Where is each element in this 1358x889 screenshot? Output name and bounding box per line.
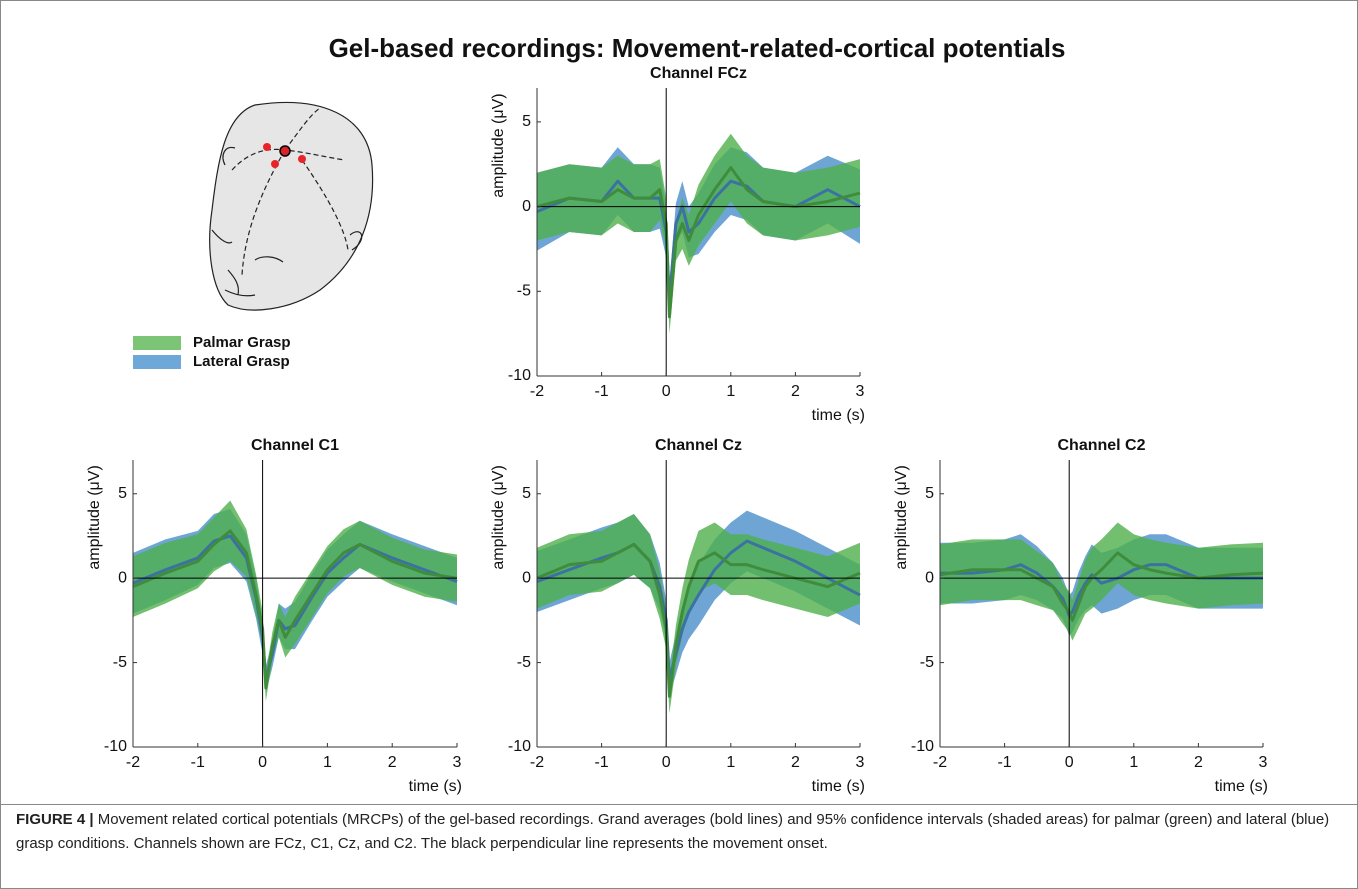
legend-label: Lateral Grasp — [193, 353, 290, 370]
y-axis-label: amplitude (μV) — [490, 465, 507, 569]
x-tick-label: 2 — [388, 754, 397, 771]
legend-swatch — [133, 355, 181, 369]
x-tick-label: 1 — [1129, 754, 1138, 771]
x-tick-label: -1 — [191, 754, 205, 771]
figure-title: Gel-based recordings: Movement-related-c… — [329, 33, 1066, 63]
confidence-band — [537, 514, 860, 714]
x-tick-label: 2 — [791, 754, 800, 771]
mean-line — [940, 563, 1263, 617]
y-tick-label: 0 — [925, 569, 934, 586]
x-axis-label: time (s) — [1215, 778, 1268, 795]
x-tick-label: 1 — [726, 754, 735, 771]
x-tick-label: -2 — [126, 754, 140, 771]
x-tick-label: -2 — [530, 383, 544, 400]
caption: FIGURE 4 | Movement related cortical pot… — [16, 808, 1344, 856]
x-tick-label: 0 — [258, 754, 267, 771]
x-tick-label: 2 — [791, 383, 800, 400]
x-tick-label: 3 — [856, 754, 865, 771]
legend-label: Palmar Grasp — [193, 334, 291, 351]
x-tick-label: 1 — [323, 754, 332, 771]
y-tick-label: 5 — [522, 485, 531, 502]
legend-swatch — [133, 336, 181, 350]
y-tick-label: 5 — [522, 113, 531, 130]
caption-label: FIGURE 4 | — [16, 811, 94, 828]
x-tick-label: 3 — [1259, 754, 1268, 771]
chart-title: Channel C1 — [251, 437, 339, 454]
x-axis-label: time (s) — [409, 778, 462, 795]
x-tick-label: 3 — [856, 383, 865, 400]
y-tick-label: -10 — [911, 738, 934, 755]
y-tick-label: 0 — [522, 198, 531, 215]
mean-line — [132, 529, 458, 690]
x-tick-label: 0 — [662, 754, 671, 771]
y-tick-label: -10 — [104, 738, 127, 755]
mean-line — [536, 166, 861, 319]
x-tick-label: 3 — [453, 754, 462, 771]
x-tick-label: -2 — [933, 754, 947, 771]
chart-title: Channel FCz — [650, 65, 747, 82]
confidence-band — [133, 500, 457, 702]
x-tick-label: 1 — [726, 383, 735, 400]
chart-title: Channel Cz — [655, 437, 742, 454]
y-tick-label: -5 — [920, 654, 934, 671]
mean-line — [939, 551, 1264, 622]
head-illustration — [209, 101, 374, 311]
chart-title: Channel C2 — [1057, 437, 1145, 454]
x-tick-label: -2 — [530, 754, 544, 771]
x-tick-label: 0 — [1065, 754, 1074, 771]
y-tick-label: -10 — [508, 738, 531, 755]
x-axis-label: time (s) — [812, 407, 865, 424]
x-tick-label: 0 — [662, 383, 671, 400]
y-tick-label: -5 — [517, 283, 531, 300]
y-axis-label: amplitude (μV) — [490, 93, 507, 197]
x-tick-label: -1 — [594, 383, 608, 400]
y-tick-label: 0 — [118, 569, 127, 586]
y-tick-label: -5 — [517, 654, 531, 671]
y-axis-label: amplitude (μV) — [893, 465, 910, 569]
x-tick-label: -1 — [997, 754, 1011, 771]
x-tick-label: -1 — [594, 754, 608, 771]
y-tick-label: 0 — [522, 569, 531, 586]
confidence-band — [537, 133, 860, 334]
x-axis-label: time (s) — [812, 778, 865, 795]
mean-line — [536, 542, 861, 698]
x-tick-label: 2 — [1194, 754, 1203, 771]
y-axis-label: amplitude (μV) — [86, 465, 103, 569]
y-tick-label: -10 — [508, 367, 531, 384]
y-tick-label: 5 — [118, 485, 127, 502]
legend: Palmar Grasp Lateral Grasp — [133, 334, 291, 370]
caption-text: Movement related cortical potentials (MR… — [16, 811, 1330, 852]
y-tick-label: -5 — [113, 654, 127, 671]
y-tick-label: 5 — [925, 485, 934, 502]
